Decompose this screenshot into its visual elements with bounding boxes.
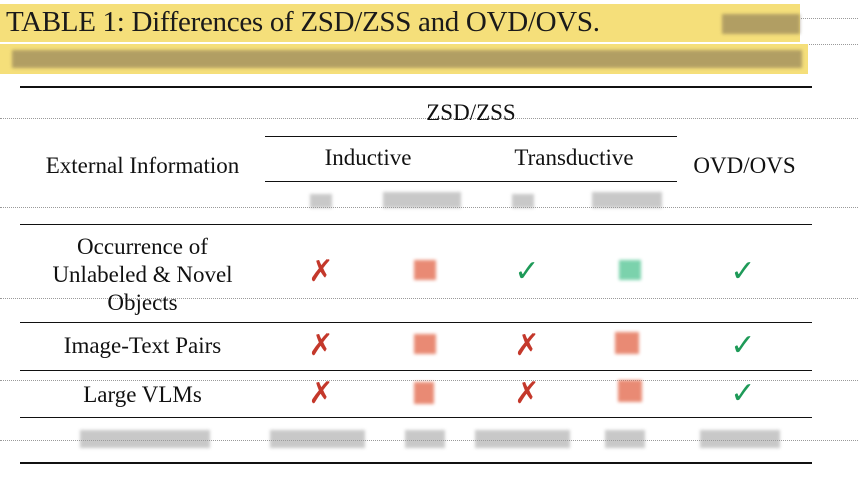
blurred-mark <box>414 260 436 280</box>
blurred-mark <box>414 382 434 404</box>
row-rule <box>20 322 812 323</box>
cross-icon: ✗ <box>514 328 540 363</box>
cross-icon: ✗ <box>514 376 540 411</box>
row-label-image-text: Image-Text Pairs <box>63 333 222 358</box>
check-icon: ✓ <box>730 328 756 363</box>
row-rule <box>20 370 812 371</box>
blurred-row <box>605 430 645 448</box>
blurred-caption-text <box>722 14 800 34</box>
blurred-subheader <box>383 192 461 208</box>
cross-icon: ✗ <box>308 328 334 363</box>
blurred-row <box>700 430 780 448</box>
check-icon: ✓ <box>730 254 756 289</box>
blurred-mark <box>618 380 642 402</box>
subgroup-transductive: Transductive <box>514 145 634 170</box>
blurred-row <box>405 430 445 448</box>
caption-highlight <box>0 4 800 42</box>
blurred-subheader <box>310 194 332 208</box>
row-label-line: Objects <box>107 290 178 315</box>
blurred-row <box>475 430 570 448</box>
row-label-large-vlms: Large VLMs <box>83 382 202 407</box>
top-rule <box>20 86 812 88</box>
guide-line <box>0 118 858 119</box>
row-label-occurrence: Occurrence of Unlabeled & Novel Objects <box>20 233 265 317</box>
header-rule <box>20 224 812 225</box>
row-rule <box>20 417 812 418</box>
row-header-label: External Information <box>45 153 240 178</box>
row-label-line: Unlabeled & Novel <box>52 262 233 287</box>
group-rule <box>265 136 677 137</box>
cross-icon: ✗ <box>308 376 334 411</box>
blurred-row <box>80 430 210 448</box>
check-icon: ✓ <box>514 254 540 289</box>
guide-line <box>0 380 858 381</box>
blurred-mark <box>615 332 639 354</box>
table-caption: TABLE 1: Differences of ZSD/ZSS and OVD/… <box>6 6 600 38</box>
subgroup-inductive: Inductive <box>324 145 412 170</box>
row-label-line: Occurrence of <box>77 234 208 259</box>
cross-icon: ✗ <box>308 254 334 289</box>
blurred-subheader <box>592 192 662 208</box>
blurred-caption-text <box>12 50 802 68</box>
group-header: ZSD/ZSS <box>426 100 516 125</box>
subgroup-rule <box>265 181 677 182</box>
blurred-row <box>270 430 365 448</box>
check-icon: ✓ <box>730 376 756 411</box>
blurred-mark <box>414 334 436 354</box>
blurred-subheader <box>512 194 534 208</box>
bottom-rule <box>20 462 812 464</box>
guide-line <box>0 298 858 299</box>
ovd-header: OVD/OVS <box>693 153 796 178</box>
blurred-mark <box>619 260 641 280</box>
